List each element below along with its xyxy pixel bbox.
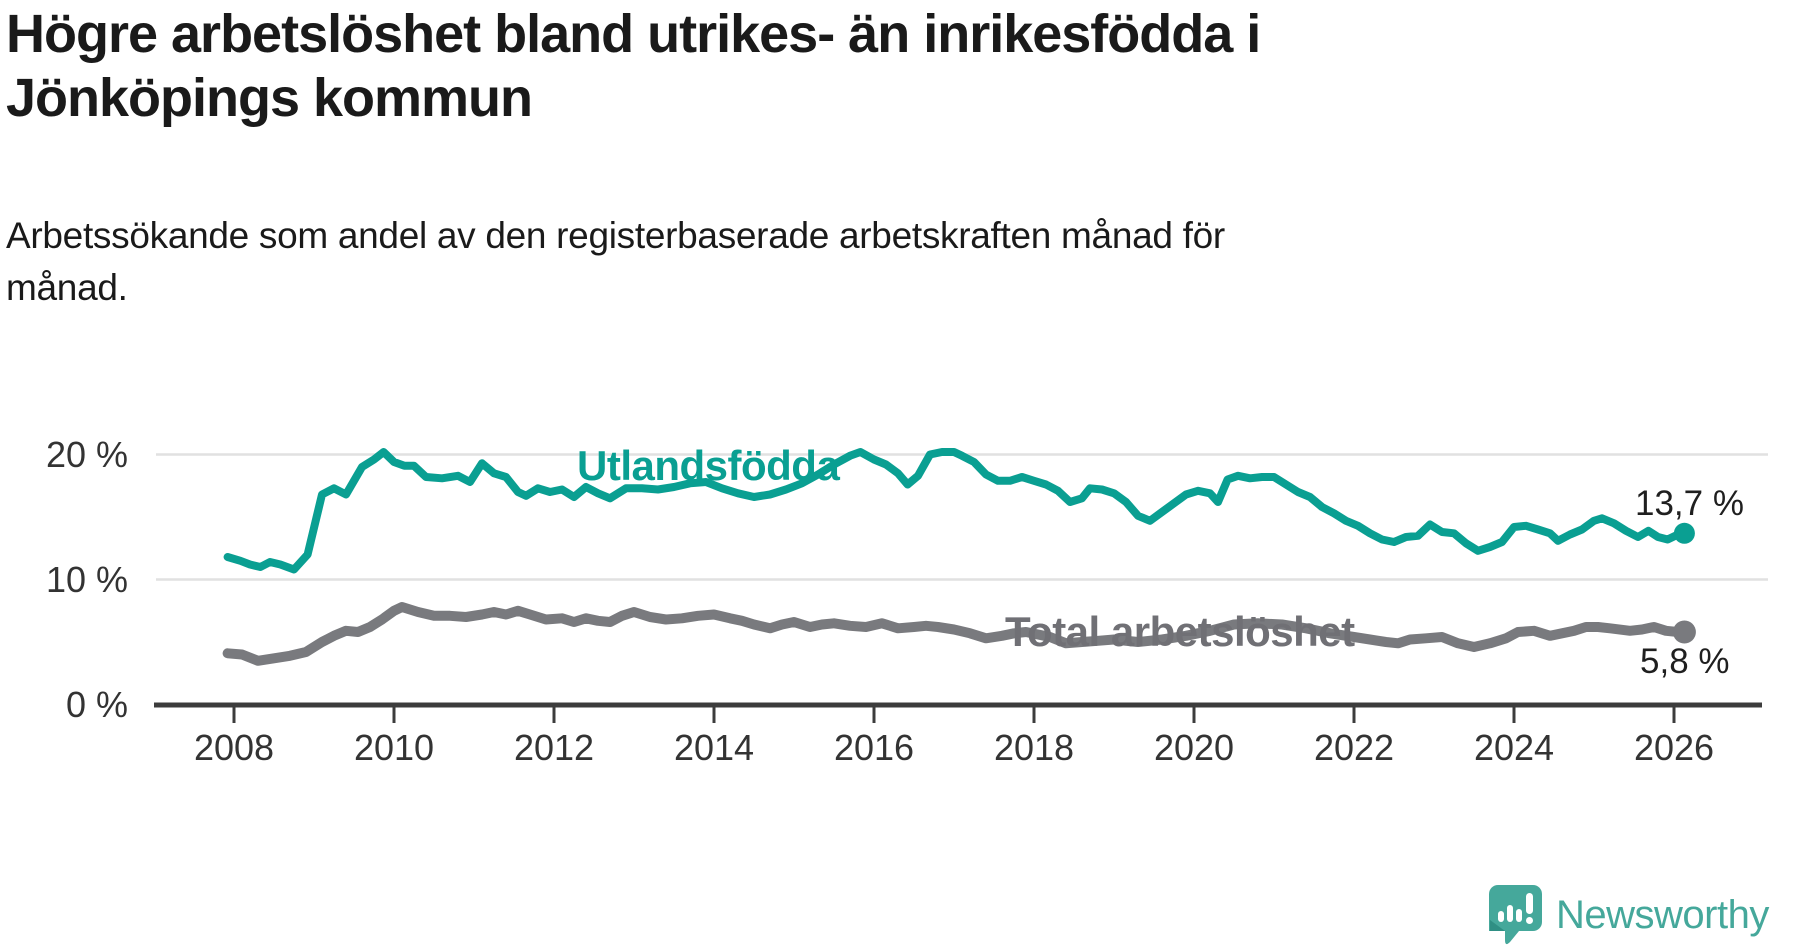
newsworthy-logo-text: Newsworthy xyxy=(1556,892,1769,937)
gridlines xyxy=(156,453,1768,581)
line-utlandsfodda xyxy=(223,448,1689,574)
page-subtitle: Arbetssökande som andel av den registerb… xyxy=(6,210,1506,314)
page-subtitle-line1: Arbetssökande som andel av den registerb… xyxy=(6,215,1225,256)
newsworthy-logo-icon xyxy=(1489,885,1542,945)
end-dot-utlandsfodda xyxy=(1673,522,1695,544)
page-title-line2: Jönköpings kommun xyxy=(6,68,533,128)
page-subtitle-line2: månad. xyxy=(6,267,128,308)
page-title: Högre arbetslöshet bland utrikes- än inr… xyxy=(6,2,1566,130)
line-total-arbetsloshet xyxy=(222,602,1690,666)
page-title-line1: Högre arbetslöshet bland utrikes- än inr… xyxy=(6,4,1261,64)
end-dot-total xyxy=(1672,620,1696,644)
x-axis-ticks xyxy=(232,705,1676,723)
newsworthy-logo: Newsworthy xyxy=(1489,884,1769,946)
